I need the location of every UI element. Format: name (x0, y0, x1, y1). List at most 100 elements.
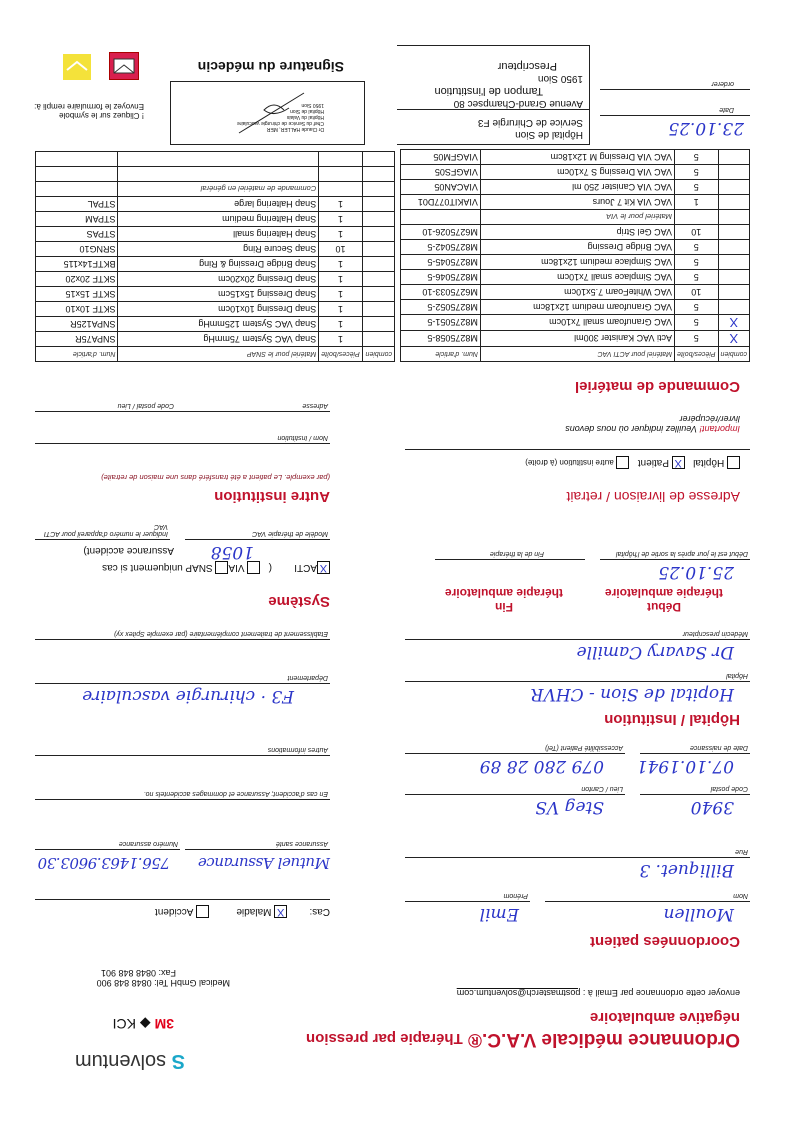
accident-checkbox[interactable] (195, 905, 209, 918)
item-name-cell: Snap Dressing 20x20cm (117, 271, 319, 287)
maladie-checkbox[interactable]: X (274, 905, 288, 918)
nom-label: Nom (733, 892, 748, 899)
table-row: 5 VAC Bridge Dressing M8275042-5 (400, 239, 750, 255)
stamp-line: 1950 Sion (537, 73, 583, 84)
company-contact: Medical GmbH Tel: 0848 848 900 Fax: 0848 … (96, 968, 230, 988)
rue-value[interactable]: Billiquet. 3 (639, 860, 734, 880)
order-checkbox[interactable] (362, 301, 395, 317)
table-row: 1 Snap Haltering large STPAL (35, 196, 395, 212)
3m-kci-logo: 3M ◆ KCI (112, 1016, 174, 1032)
cp-value[interactable]: 3940 (690, 797, 734, 817)
via-checkbox[interactable] (247, 561, 261, 574)
order-checkbox[interactable]: X (718, 330, 750, 347)
nom-value[interactable]: Moullen (663, 904, 734, 924)
debut-value[interactable]: 25.10.25 (658, 562, 734, 582)
qty-cell: 5 (674, 269, 719, 285)
item-name-cell: Acti VAC Kanister 300ml (480, 330, 675, 347)
hopital-value[interactable]: Hopital de Sion - CHVR (530, 684, 734, 704)
order-checkbox[interactable] (362, 226, 395, 242)
order-checkbox[interactable] (362, 271, 395, 287)
item-name-cell: Snap VAC System 125mmHg (117, 316, 319, 332)
email-instruction: envoyer cette ordonnance par Email à : p… (456, 988, 740, 998)
table-row: 5 VAC Simplace medium 12x18cm M8275045-5 (400, 254, 750, 270)
order-checkbox[interactable] (362, 256, 395, 272)
dept-value[interactable]: F3 · chirurgie vasculaire (82, 686, 294, 706)
article-code-cell (35, 166, 118, 182)
order-checkbox[interactable] (362, 241, 395, 257)
snap-checkbox[interactable] (215, 561, 229, 574)
system-heading: Système (268, 593, 330, 610)
hopital-checkbox[interactable] (727, 456, 740, 469)
order-checkbox[interactable] (362, 151, 395, 167)
order-checkbox[interactable] (362, 316, 395, 332)
order-checkbox[interactable] (718, 149, 750, 165)
order-checkbox[interactable] (362, 331, 395, 347)
table-subheader-row: Matériel pour le VIA (400, 209, 750, 225)
column-header: Num. d'article (400, 346, 481, 362)
accident-no-label: En cas d'accident; Assurance et dommages… (143, 790, 328, 797)
order-checkbox[interactable] (718, 254, 750, 270)
qty-cell: 5 (674, 239, 719, 255)
order-checkbox[interactable] (362, 286, 395, 302)
qty-cell: 1 (318, 211, 363, 227)
order-checkbox[interactable] (362, 196, 395, 212)
item-name-cell: VAC Simplace small 7x10cm (480, 269, 675, 285)
prescripteur-label: Prescripteur (497, 60, 557, 72)
tel-value[interactable]: 079 280 28 89 (479, 756, 604, 776)
table-row: 5 VAC VIA Dressing M 12x18cm VIAGFM05 (400, 149, 750, 165)
modele-value[interactable]: 1058 (210, 542, 254, 562)
signature-box[interactable]: Dr Claude HALLER, MER Chef du Service de … (170, 81, 365, 145)
click-instructions: ! Cliquez sur le symbole Envoyez le formu… (34, 102, 144, 120)
important-note: Important! Veuillez indiquer où nous dev… (565, 414, 740, 434)
qty-cell: 5 (674, 164, 719, 180)
table-row: 1 Snap Bridge Dressing & Ring BKTF14x115 (35, 256, 395, 272)
item-name-cell: VAC Granufoam medium 12x18cm (480, 299, 675, 315)
order-checkbox[interactable] (718, 179, 750, 195)
article-code-cell: SKTF 20x20 (35, 271, 118, 287)
table-row: 5 VAC VIA Canister 250 ml VIACAN05 (400, 179, 750, 195)
order-checkbox[interactable] (362, 211, 395, 227)
item-name-cell: VAC VIA Dressing M 12x18cm (480, 149, 675, 165)
autre-checkbox[interactable] (616, 456, 630, 469)
acti-checkbox[interactable]: X (317, 561, 330, 574)
order-checkbox[interactable] (718, 299, 750, 315)
naissance-value[interactable]: 07.10.1941 (636, 756, 734, 776)
qty-cell: 10 (674, 224, 719, 240)
stamp-line: Avenue Grand-Champsec 80 (397, 97, 589, 110)
item-name-cell: Snap Haltering large (117, 196, 319, 212)
item-name-cell: Snap Haltering small (117, 226, 319, 242)
medecin-value[interactable]: Dr Savary Camille (576, 642, 734, 662)
date-value[interactable]: 23.10.25 (668, 118, 744, 138)
table-row: 5 VAC VIA Dressing S 7x10cm VIAGFS05 (400, 164, 750, 180)
order-checkbox[interactable] (718, 269, 750, 285)
article-code-cell: M8275045-5 (400, 254, 481, 270)
order-checkbox[interactable] (718, 224, 750, 240)
table-row: 1 Snap Dressing 10x10cm SKTF 10x10 (35, 301, 395, 317)
mail-open-icon[interactable] (63, 54, 91, 80)
order-checkbox[interactable] (718, 239, 750, 255)
hospital-heading: Hôpital / Institution (604, 711, 740, 728)
email-link[interactable]: postmasterch@solventum.com (456, 988, 581, 998)
order-checkbox[interactable] (718, 284, 750, 300)
email-send-icon[interactable] (109, 52, 139, 80)
item-name-cell: Snap VAC System 75mmHg (117, 331, 319, 347)
table-row: 1 Snap Dressing 15x15cm SKTF 15x15 (35, 286, 395, 302)
prenom-value[interactable]: Emil (479, 904, 519, 924)
numero-label: Numéro assurance (118, 840, 178, 847)
patient-checkbox[interactable]: X (671, 456, 685, 469)
article-code-cell: STPAL (35, 196, 118, 212)
numero-value[interactable]: 756.1463.9603.30 (38, 854, 170, 872)
qty-cell: 5 (674, 330, 719, 347)
article-code-cell: SRNG10 (35, 241, 118, 257)
medecin-label: Médecin prescripteur (682, 630, 748, 637)
order-checkbox[interactable] (362, 166, 395, 182)
rue-label: Rue (735, 848, 748, 855)
qty-cell (318, 151, 363, 167)
assurance-value[interactable]: Mutuel Assurance (198, 854, 330, 872)
qty-cell: 1 (318, 226, 363, 242)
order-checkbox[interactable]: X (718, 314, 750, 331)
order-checkbox[interactable] (718, 194, 750, 210)
order-checkbox[interactable] (718, 164, 750, 180)
lieu-value[interactable]: Steg VS (535, 797, 604, 817)
